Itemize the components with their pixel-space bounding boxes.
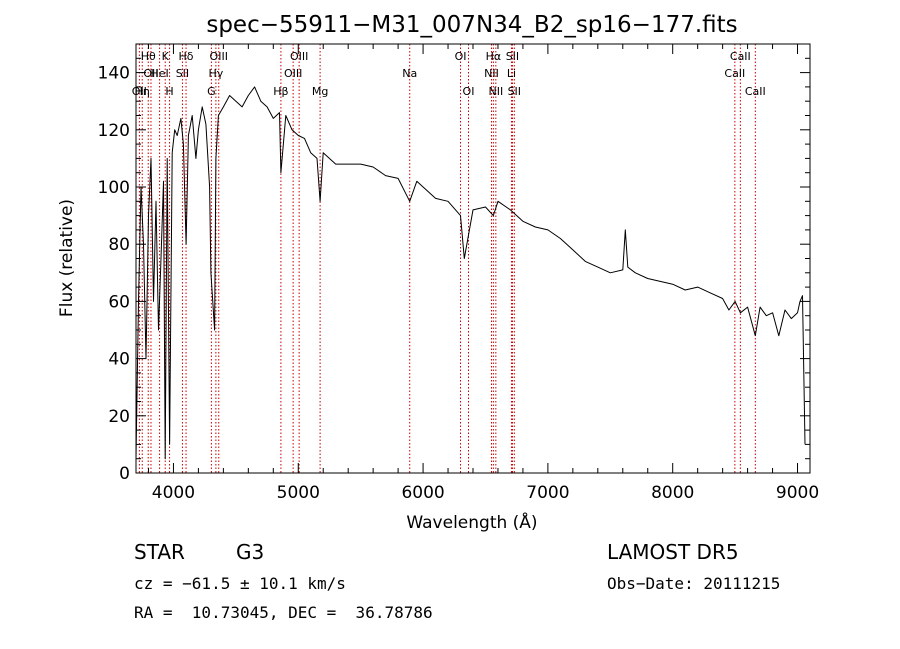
line-marker-label: SII	[176, 67, 189, 80]
line-marker-label: Mg	[312, 85, 328, 98]
x-axis: 4000 5000 6000 7000 8000 9000	[147, 44, 819, 503]
y-tick-label: 80	[108, 235, 130, 255]
y-tick-label: 40	[108, 350, 130, 370]
x-tick-label: 7000	[526, 483, 569, 503]
redshift-cz: cz = −61.5 ± 10.1 km/s	[134, 574, 346, 593]
spectrum-line	[135, 86, 806, 460]
line-marker-label: Hη	[135, 85, 150, 98]
line-marker-label: K	[162, 50, 170, 63]
y-axis: 0 20 40 60 80 100 120 140	[98, 43, 810, 484]
chart-title: spec−55911−M31_007N34_B2_sp16−177.fits	[206, 12, 737, 38]
x-tick-label: 4000	[152, 483, 195, 503]
plot-frame	[135, 43, 811, 474]
line-marker-label: OIII	[210, 50, 228, 63]
line-marker-label: OIII	[290, 50, 308, 63]
line-marker-label: Na	[402, 67, 417, 80]
line-marker-label: CaII	[745, 85, 766, 98]
line-marker-label: CaII	[724, 67, 745, 80]
x-tick-label: 9000	[776, 483, 819, 503]
line-marker-label: Hα	[486, 50, 502, 63]
line-marker-label: Hδ	[179, 50, 194, 63]
object-class: STAR	[134, 540, 185, 564]
line-marker-label: Li	[507, 67, 516, 80]
line-marker-label: SII	[508, 85, 521, 98]
x-tick-label: 5000	[277, 483, 320, 503]
ra-dec: RA = 10.73045, DEC = 36.78786	[134, 603, 433, 622]
line-marker-label: NII	[488, 85, 503, 98]
y-tick-label: 140	[98, 64, 130, 84]
obs-date: Obs−Date: 20111215	[607, 574, 781, 593]
line-marker-label: OII	[143, 67, 158, 80]
x-tick-label: 6000	[401, 483, 444, 503]
line-marker-label: Hβ	[273, 85, 288, 98]
line-marker-label: Hγ	[208, 67, 223, 80]
line-marker-label: OII	[132, 85, 147, 98]
line-marker-label: HeI	[150, 67, 168, 80]
line-marker-labels: OIIHηHθOIIHeIKHSIIHδGHγOIIIHβOIIIOIIIMgN…	[132, 50, 766, 98]
x-axis-label: Wavelength (Å)	[406, 511, 537, 533]
line-marker-label: OI	[455, 50, 467, 63]
spectrum-chart: 4000 5000 6000 7000 8000 9000 0 20 40 60 80 100 120…	[57, 12, 819, 533]
line-markers	[138, 44, 756, 473]
line-marker-label: SII	[506, 50, 519, 63]
line-marker-label: OI	[463, 85, 475, 98]
line-marker-label: G	[207, 85, 216, 98]
y-axis-label: Flux (relative)	[57, 199, 77, 317]
y-tick-label: 100	[98, 178, 130, 198]
survey-name: LAMOST DR5	[607, 540, 739, 564]
y-tick-label: 120	[98, 121, 130, 141]
y-tick-label: 20	[108, 407, 130, 427]
y-tick-label: 0	[119, 464, 130, 484]
subclass: G3	[236, 540, 265, 564]
spectrum-series	[135, 86, 806, 460]
line-marker-label: NII	[484, 67, 499, 80]
line-marker-label: OIII	[284, 67, 302, 80]
y-tick-label: 60	[108, 292, 130, 312]
line-marker-label: Hθ	[141, 50, 156, 63]
line-marker-label: H	[165, 85, 173, 98]
line-marker-label: CaII	[730, 50, 751, 63]
x-tick-label: 8000	[651, 483, 694, 503]
